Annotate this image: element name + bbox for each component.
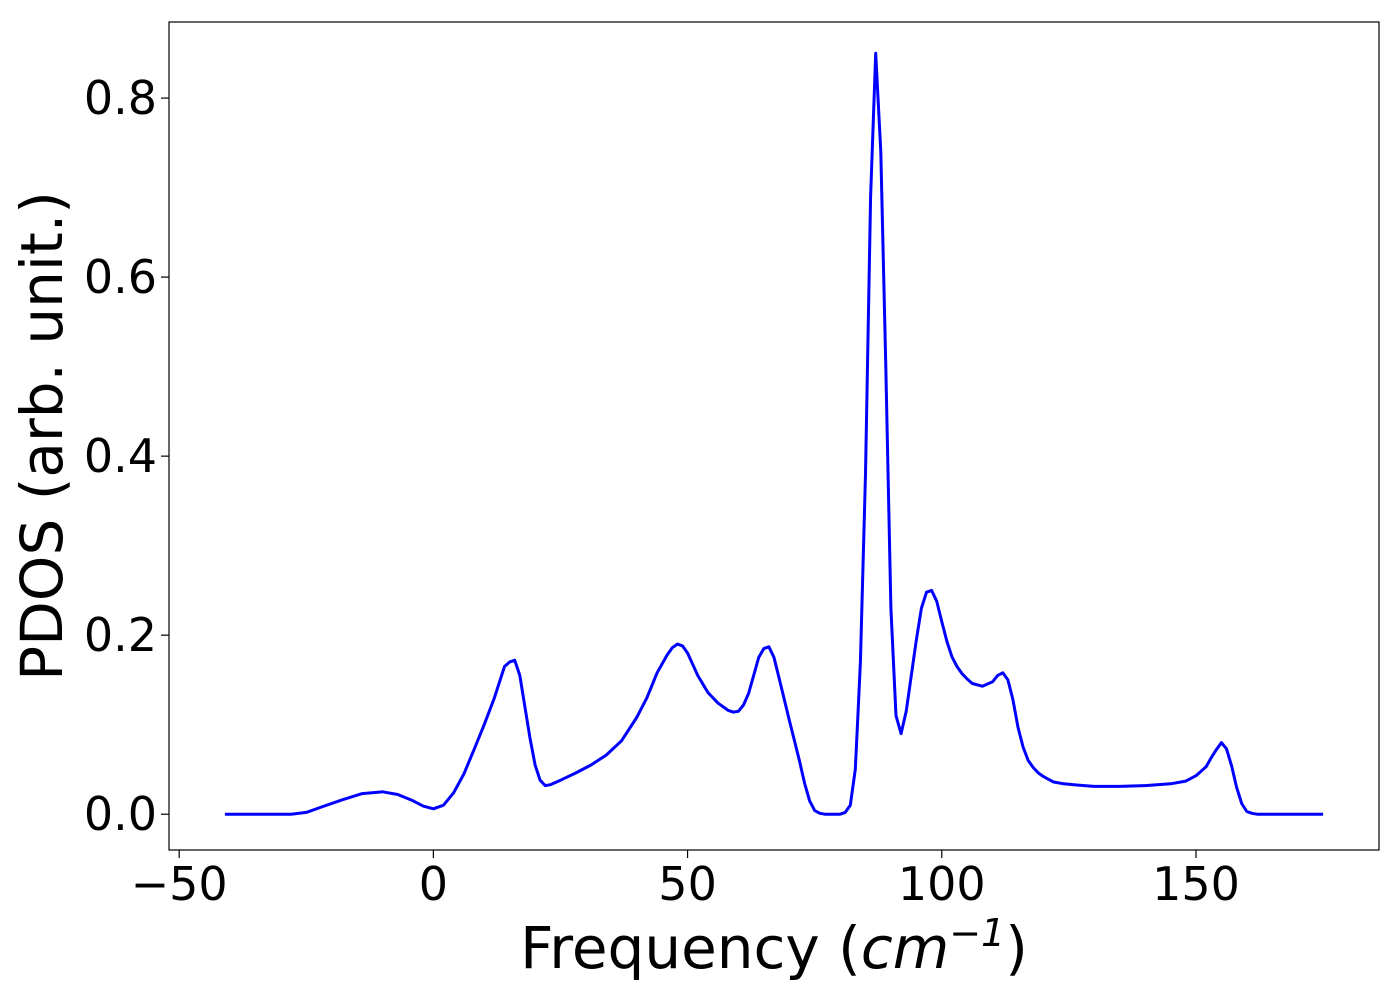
- y-tick-label: 0.2: [84, 608, 157, 662]
- x-axis-label-suffix: ): [1005, 914, 1028, 982]
- y-tick-label: 0.0: [84, 787, 157, 841]
- x-axis-label: Frequency (cm−1): [520, 911, 1028, 982]
- x-tick-label: −50: [131, 857, 228, 911]
- y-axis-ticks: 0.0 0.2 0.4 0.6 0.8: [84, 71, 169, 841]
- x-axis-label-prefix: Frequency (: [520, 914, 861, 982]
- plot-area: [169, 22, 1379, 850]
- y-axis-label: PDOS (arb. unit.): [8, 191, 76, 681]
- y-tick-label: 0.8: [84, 71, 157, 125]
- x-axis-label-exponent: −1: [949, 911, 1005, 955]
- x-tick-label: 0: [419, 857, 448, 911]
- x-tick-label: 150: [1152, 857, 1240, 911]
- y-tick-label: 0.4: [84, 429, 157, 483]
- pdos-series-line: [224, 51, 1324, 816]
- x-tick-label: 100: [898, 857, 986, 911]
- x-axis-label-unit: cm: [861, 914, 949, 982]
- plot-frame: [168, 21, 1380, 851]
- x-tick-label: 50: [658, 857, 717, 911]
- y-tick-label: 0.6: [84, 250, 157, 304]
- x-axis-ticks: −50 0 50 100 150: [131, 850, 1240, 911]
